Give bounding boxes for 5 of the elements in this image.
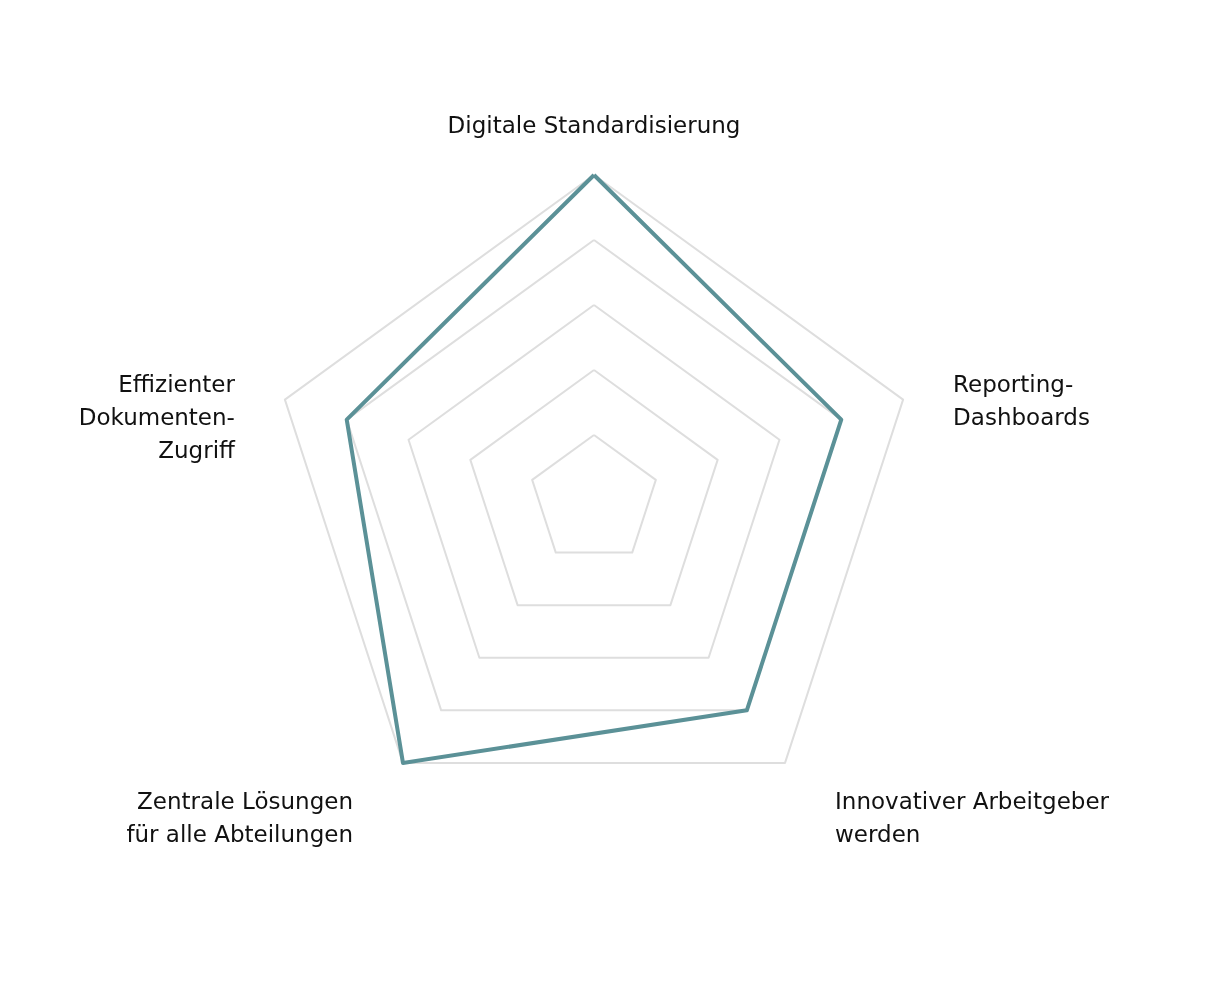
spoke-label: Innovativer Arbeitgeber werden (835, 788, 1110, 848)
spoke-label: Digitale Standardisierung (447, 112, 741, 139)
spoke-label: Zentrale Lösungen für alle Abteilungen (126, 788, 353, 848)
spoke-label: Reporting- Dashboards (953, 370, 1090, 430)
spoke-label: Effizienter Dokumenten- Zugriff (78, 370, 237, 463)
